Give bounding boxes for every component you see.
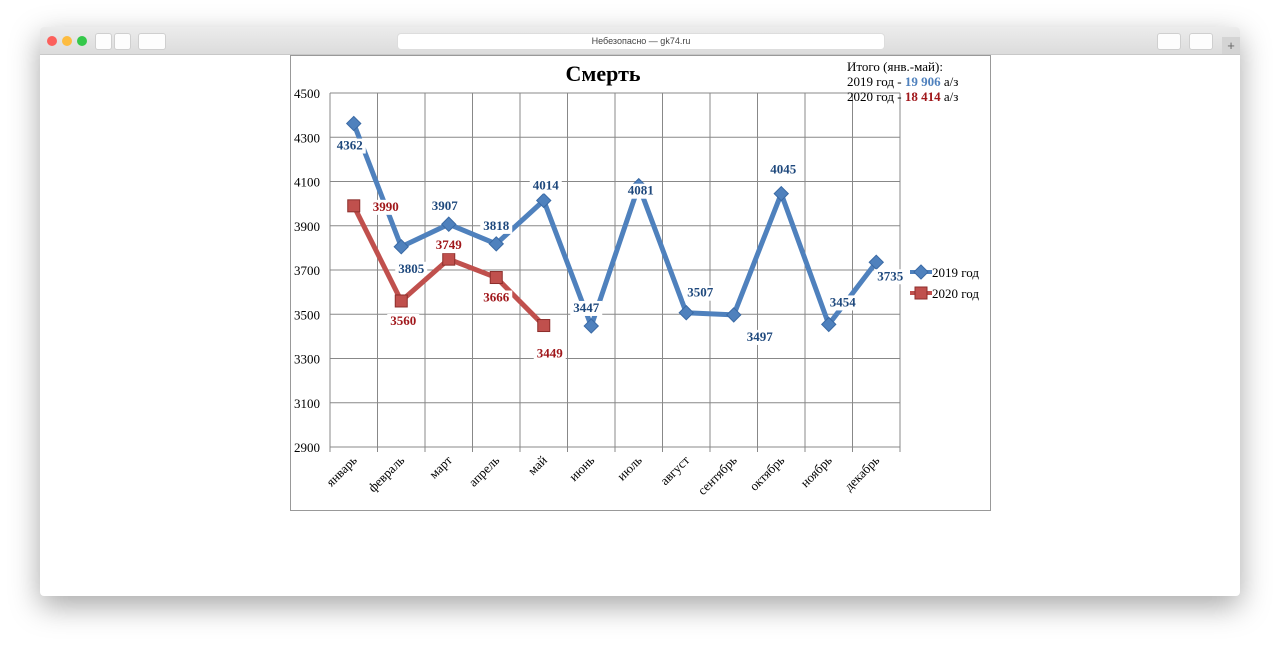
label-background	[432, 238, 465, 254]
marker	[537, 319, 551, 333]
data-label: 3805	[398, 261, 425, 276]
label-background	[428, 199, 461, 215]
label-background	[874, 269, 907, 285]
chart-title: Смерть	[565, 61, 640, 86]
marker	[773, 185, 790, 202]
label-background	[480, 290, 513, 306]
label-background	[333, 138, 366, 154]
marker	[440, 216, 457, 232]
marker	[394, 294, 408, 308]
marker	[868, 254, 885, 271]
x-tick-label: октябрь	[746, 452, 787, 493]
series-line	[351, 122, 879, 329]
annotation-text: а/з	[943, 74, 959, 89]
marker	[914, 286, 928, 300]
minimize-button[interactable]	[62, 36, 72, 46]
label-background	[369, 199, 402, 215]
label-background	[529, 178, 562, 194]
annotation-total: 19 906	[904, 74, 941, 89]
data-label: 3497	[747, 329, 774, 344]
marker	[535, 192, 552, 209]
data-label: 4081	[628, 183, 654, 198]
sidebar-button[interactable]	[138, 33, 166, 50]
marker	[583, 318, 600, 334]
marker	[913, 264, 929, 280]
x-tick-label: май	[525, 452, 550, 477]
annotation-text: а/з	[943, 89, 959, 104]
label-background	[387, 313, 420, 329]
marker	[678, 304, 695, 321]
y-tick-label: 3900	[294, 219, 320, 234]
y-tick-label: 2900	[294, 440, 320, 455]
tabs-button[interactable]	[1189, 33, 1213, 50]
x-tick-label: июль	[614, 452, 645, 483]
y-tick-label: 4300	[294, 130, 320, 145]
legend-label: 2020 год	[932, 286, 979, 301]
data-label: 4362	[337, 138, 363, 153]
y-tick-label: 3500	[294, 307, 320, 322]
label-background	[395, 261, 428, 277]
address-bar[interactable]: Небезопасно — gk74.ru	[397, 33, 885, 50]
data-label: 3449	[537, 346, 564, 361]
data-label: 3560	[390, 313, 416, 328]
data-label: 3990	[373, 199, 399, 214]
x-tick-label: январь	[323, 452, 360, 489]
data-label: 4014	[533, 178, 560, 193]
x-tick-label: ноябрь	[797, 452, 835, 490]
marker	[345, 115, 362, 132]
data-label: 3507	[687, 285, 714, 300]
label-background	[570, 300, 603, 316]
x-tick-label: август	[657, 452, 693, 488]
x-tick-label: сентябрь	[694, 452, 739, 497]
data-label: 4045	[770, 162, 797, 177]
marker	[442, 252, 456, 266]
x-tick-label: июнь	[566, 452, 598, 484]
y-tick-label: 3300	[294, 352, 320, 367]
data-label: 3447	[573, 300, 600, 315]
label-background	[684, 285, 717, 301]
annotation-text: 2019 год -	[847, 74, 905, 89]
data-label: 3735	[877, 268, 904, 283]
x-tick-label: апрель	[465, 452, 502, 489]
marker	[393, 238, 410, 255]
forward-button[interactable]	[114, 33, 131, 50]
data-label: 3749	[436, 237, 463, 252]
label-background	[743, 329, 776, 345]
close-button[interactable]	[47, 36, 57, 46]
y-tick-label: 4100	[294, 175, 320, 190]
label-background	[480, 218, 513, 234]
label-background	[624, 183, 657, 199]
legend-label: 2019 год	[932, 265, 979, 280]
chart-frame	[290, 55, 991, 511]
x-tick-label: февраль	[365, 452, 408, 495]
marker	[725, 307, 742, 323]
label-background	[826, 295, 859, 311]
annotation-text: 2020 год -	[847, 89, 905, 104]
annotation-total: 18 414	[904, 89, 941, 104]
x-tick-label: март	[426, 452, 455, 481]
y-tick-label: 3100	[294, 396, 320, 411]
new-tab-button[interactable]: +	[1222, 37, 1240, 54]
data-label: 3454	[830, 294, 857, 309]
back-button[interactable]	[95, 33, 112, 50]
toolbar: Небезопасно — gk74.ru +	[40, 27, 1240, 55]
y-tick-label: 4500	[294, 86, 320, 101]
marker	[489, 271, 503, 285]
label-background	[533, 346, 566, 362]
marker	[347, 199, 361, 213]
zoom-button[interactable]	[77, 36, 87, 46]
data-label: 3818	[483, 218, 510, 233]
marker	[488, 236, 505, 252]
share-button[interactable]	[1157, 33, 1181, 50]
y-tick-label: 3700	[294, 263, 320, 278]
annotation-heading: Итого (янв.-май):	[847, 59, 943, 74]
label-background	[767, 162, 800, 178]
marker	[820, 316, 837, 333]
x-tick-label: декабрь	[841, 452, 882, 493]
annotation: Итого (янв.-май): 2019 год - 19 906 а/з …	[847, 59, 958, 104]
data-label: 3666	[483, 290, 510, 305]
data-label: 3907	[432, 198, 459, 213]
